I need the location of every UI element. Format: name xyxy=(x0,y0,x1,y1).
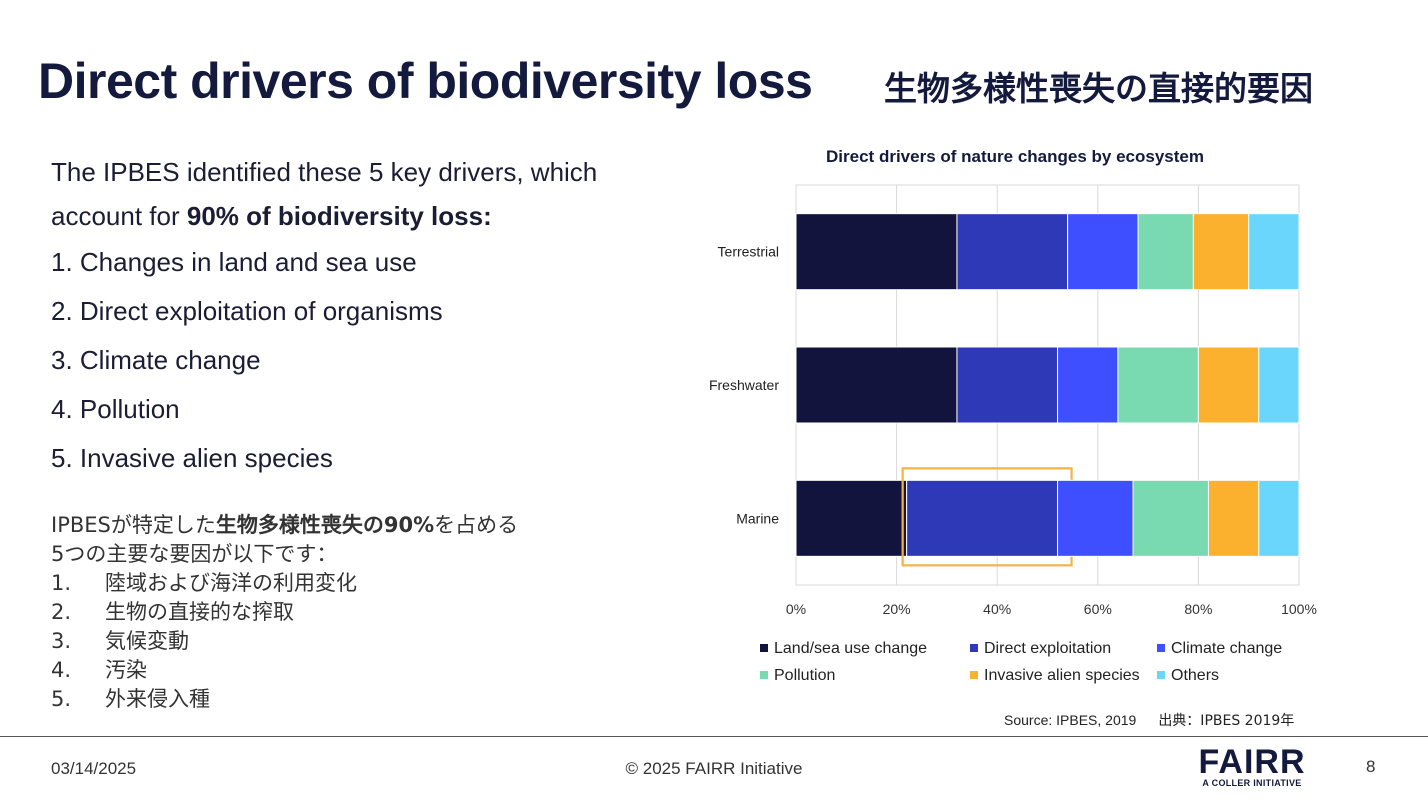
bar-segment xyxy=(956,346,1059,424)
intro-bold: 90% of biodiversity loss: xyxy=(186,201,492,231)
slide-title-japanese: 生物多様性喪失の直接的要因 xyxy=(884,69,1313,108)
x-tick-label: 0% xyxy=(786,601,806,617)
bar-segment xyxy=(1258,479,1300,557)
ja-item-text: 陸域および海洋の利用変化 xyxy=(105,571,357,595)
footer-copyright: © 2025 FAIRR Initiative xyxy=(625,759,803,778)
legend-item: Land/sea use change xyxy=(760,640,927,658)
bar-segment xyxy=(1197,346,1260,424)
bar-segment xyxy=(1057,479,1134,557)
page-number: 8 xyxy=(1366,757,1376,776)
legend-label: Pollution xyxy=(774,667,836,684)
ja-item: 3. 気候変動 xyxy=(51,627,651,656)
legend-item: Direct exploitation xyxy=(970,640,1111,658)
legend-item: Pollution xyxy=(760,667,835,685)
driver-item: 2. Direct exploitation of organisms xyxy=(51,296,443,326)
legend-label: Invasive alien species xyxy=(984,667,1140,684)
ja-intro-bold: 生物多様性喪失の90% xyxy=(215,513,435,537)
fairr-logo: FAIRR A COLLER INITIATIVE xyxy=(1196,744,1308,788)
ja-item-number: 4. xyxy=(51,658,72,682)
bar-segment xyxy=(1057,346,1119,424)
ja-item: 1. 陸域および海洋の利用変化 xyxy=(51,569,651,598)
legend-swatch xyxy=(760,671,768,679)
logo-wordmark: FAIRR xyxy=(1198,743,1306,781)
ja-item-number: 2. xyxy=(51,600,72,624)
driver-item: 1. Changes in land and sea use xyxy=(51,247,417,277)
ja-item-text: 気候変動 xyxy=(105,629,189,653)
drivers-list-ja: IPBESが特定した生物多様性喪失の90%を占める 5つの主要な要因が以下です：… xyxy=(51,511,651,714)
x-tick-label: 80% xyxy=(1184,601,1212,617)
logo-tagline: A COLLER INITIATIVE xyxy=(1202,778,1302,788)
bar-segment xyxy=(1117,346,1199,424)
bar-segment xyxy=(795,479,908,557)
chart-title: Direct drivers of nature changes by ecos… xyxy=(826,147,1204,166)
ja-item: 2. 生物の直接的な搾取 xyxy=(51,598,651,627)
source-note: Source: IPBES, 2019 出典：IPBES 2019年 xyxy=(1004,710,1294,730)
drivers-list-en: The IPBES identified these 5 key drivers… xyxy=(51,150,651,483)
y-category-label: Freshwater xyxy=(709,377,779,393)
footer-divider xyxy=(0,736,1428,737)
legend-swatch xyxy=(1157,644,1165,652)
legend-label: Others xyxy=(1171,667,1220,684)
legend-item: Invasive alien species xyxy=(970,667,1140,685)
x-tick-label: 40% xyxy=(983,601,1011,617)
ja-item-number: 1. xyxy=(51,571,72,595)
y-category-label: Terrestrial xyxy=(718,244,779,260)
bar-segment xyxy=(795,346,958,424)
legend-item: Climate change xyxy=(1157,640,1282,658)
legend-item: Others xyxy=(1157,667,1219,685)
bar-segment xyxy=(1207,479,1260,557)
legend-swatch xyxy=(760,644,768,652)
ja-item: 4. 汚染 xyxy=(51,656,651,685)
legend-label: Direct exploitation xyxy=(984,640,1112,657)
intro-plain: The IPBES identified these 5 key drivers… xyxy=(51,157,598,231)
bar-segment xyxy=(1067,213,1139,291)
bar-segment xyxy=(956,213,1069,291)
x-tick-label: 60% xyxy=(1084,601,1112,617)
ja-item-text: 外来侵入種 xyxy=(105,687,210,711)
driver-item: 5. Invasive alien species xyxy=(51,443,333,473)
slide-title: Direct drivers of biodiversity loss xyxy=(38,53,813,109)
bar-segment xyxy=(1137,213,1194,291)
x-tick-label: 20% xyxy=(883,601,911,617)
y-category-label: Marine xyxy=(736,510,779,526)
legend-swatch xyxy=(970,644,978,652)
bar-segment xyxy=(1192,213,1250,291)
footer-date: 03/14/2025 xyxy=(51,759,137,778)
legend-swatch xyxy=(970,671,978,679)
legend-label: Land/sea use change xyxy=(774,640,928,657)
x-tick-label: 100% xyxy=(1281,601,1317,617)
intro-text: The IPBES identified these 5 key drivers… xyxy=(51,150,651,238)
bar-segment xyxy=(1248,213,1300,291)
source-en: Source: IPBES, 2019 xyxy=(1004,712,1137,728)
bar-segment xyxy=(1132,479,1209,557)
stacked-bar-chart: 0% 20% 40% 60% 80% 100% Terrestrial Freshwater M… xyxy=(709,184,1317,617)
bar-segment xyxy=(795,213,958,291)
legend-label: Climate change xyxy=(1171,640,1283,657)
driver-item: 4. Pollution xyxy=(51,394,180,424)
ja-intro-prefix: IPBESが特定した xyxy=(51,513,216,537)
driver-item: 3. Climate change xyxy=(51,345,261,375)
ja-intro-suffix: を占める xyxy=(434,513,519,537)
ja-item-text: 汚染 xyxy=(105,658,147,682)
ja-line2: 5つの主要な要因が以下です： xyxy=(51,542,338,566)
source-ja: 出典：IPBES 2019年 xyxy=(1158,713,1295,729)
ja-item-number: 5. xyxy=(51,687,72,711)
bar-segment xyxy=(1258,346,1300,424)
ja-item: 5. 外来侵入種 xyxy=(51,685,651,714)
ja-item-text: 生物の直接的な搾取 xyxy=(105,600,294,624)
legend-swatch xyxy=(1157,671,1165,679)
ja-item-number: 3. xyxy=(51,629,72,653)
ja-intro: IPBESが特定した生物多様性喪失の90%を占める xyxy=(51,511,651,540)
bar-segment xyxy=(906,479,1059,557)
